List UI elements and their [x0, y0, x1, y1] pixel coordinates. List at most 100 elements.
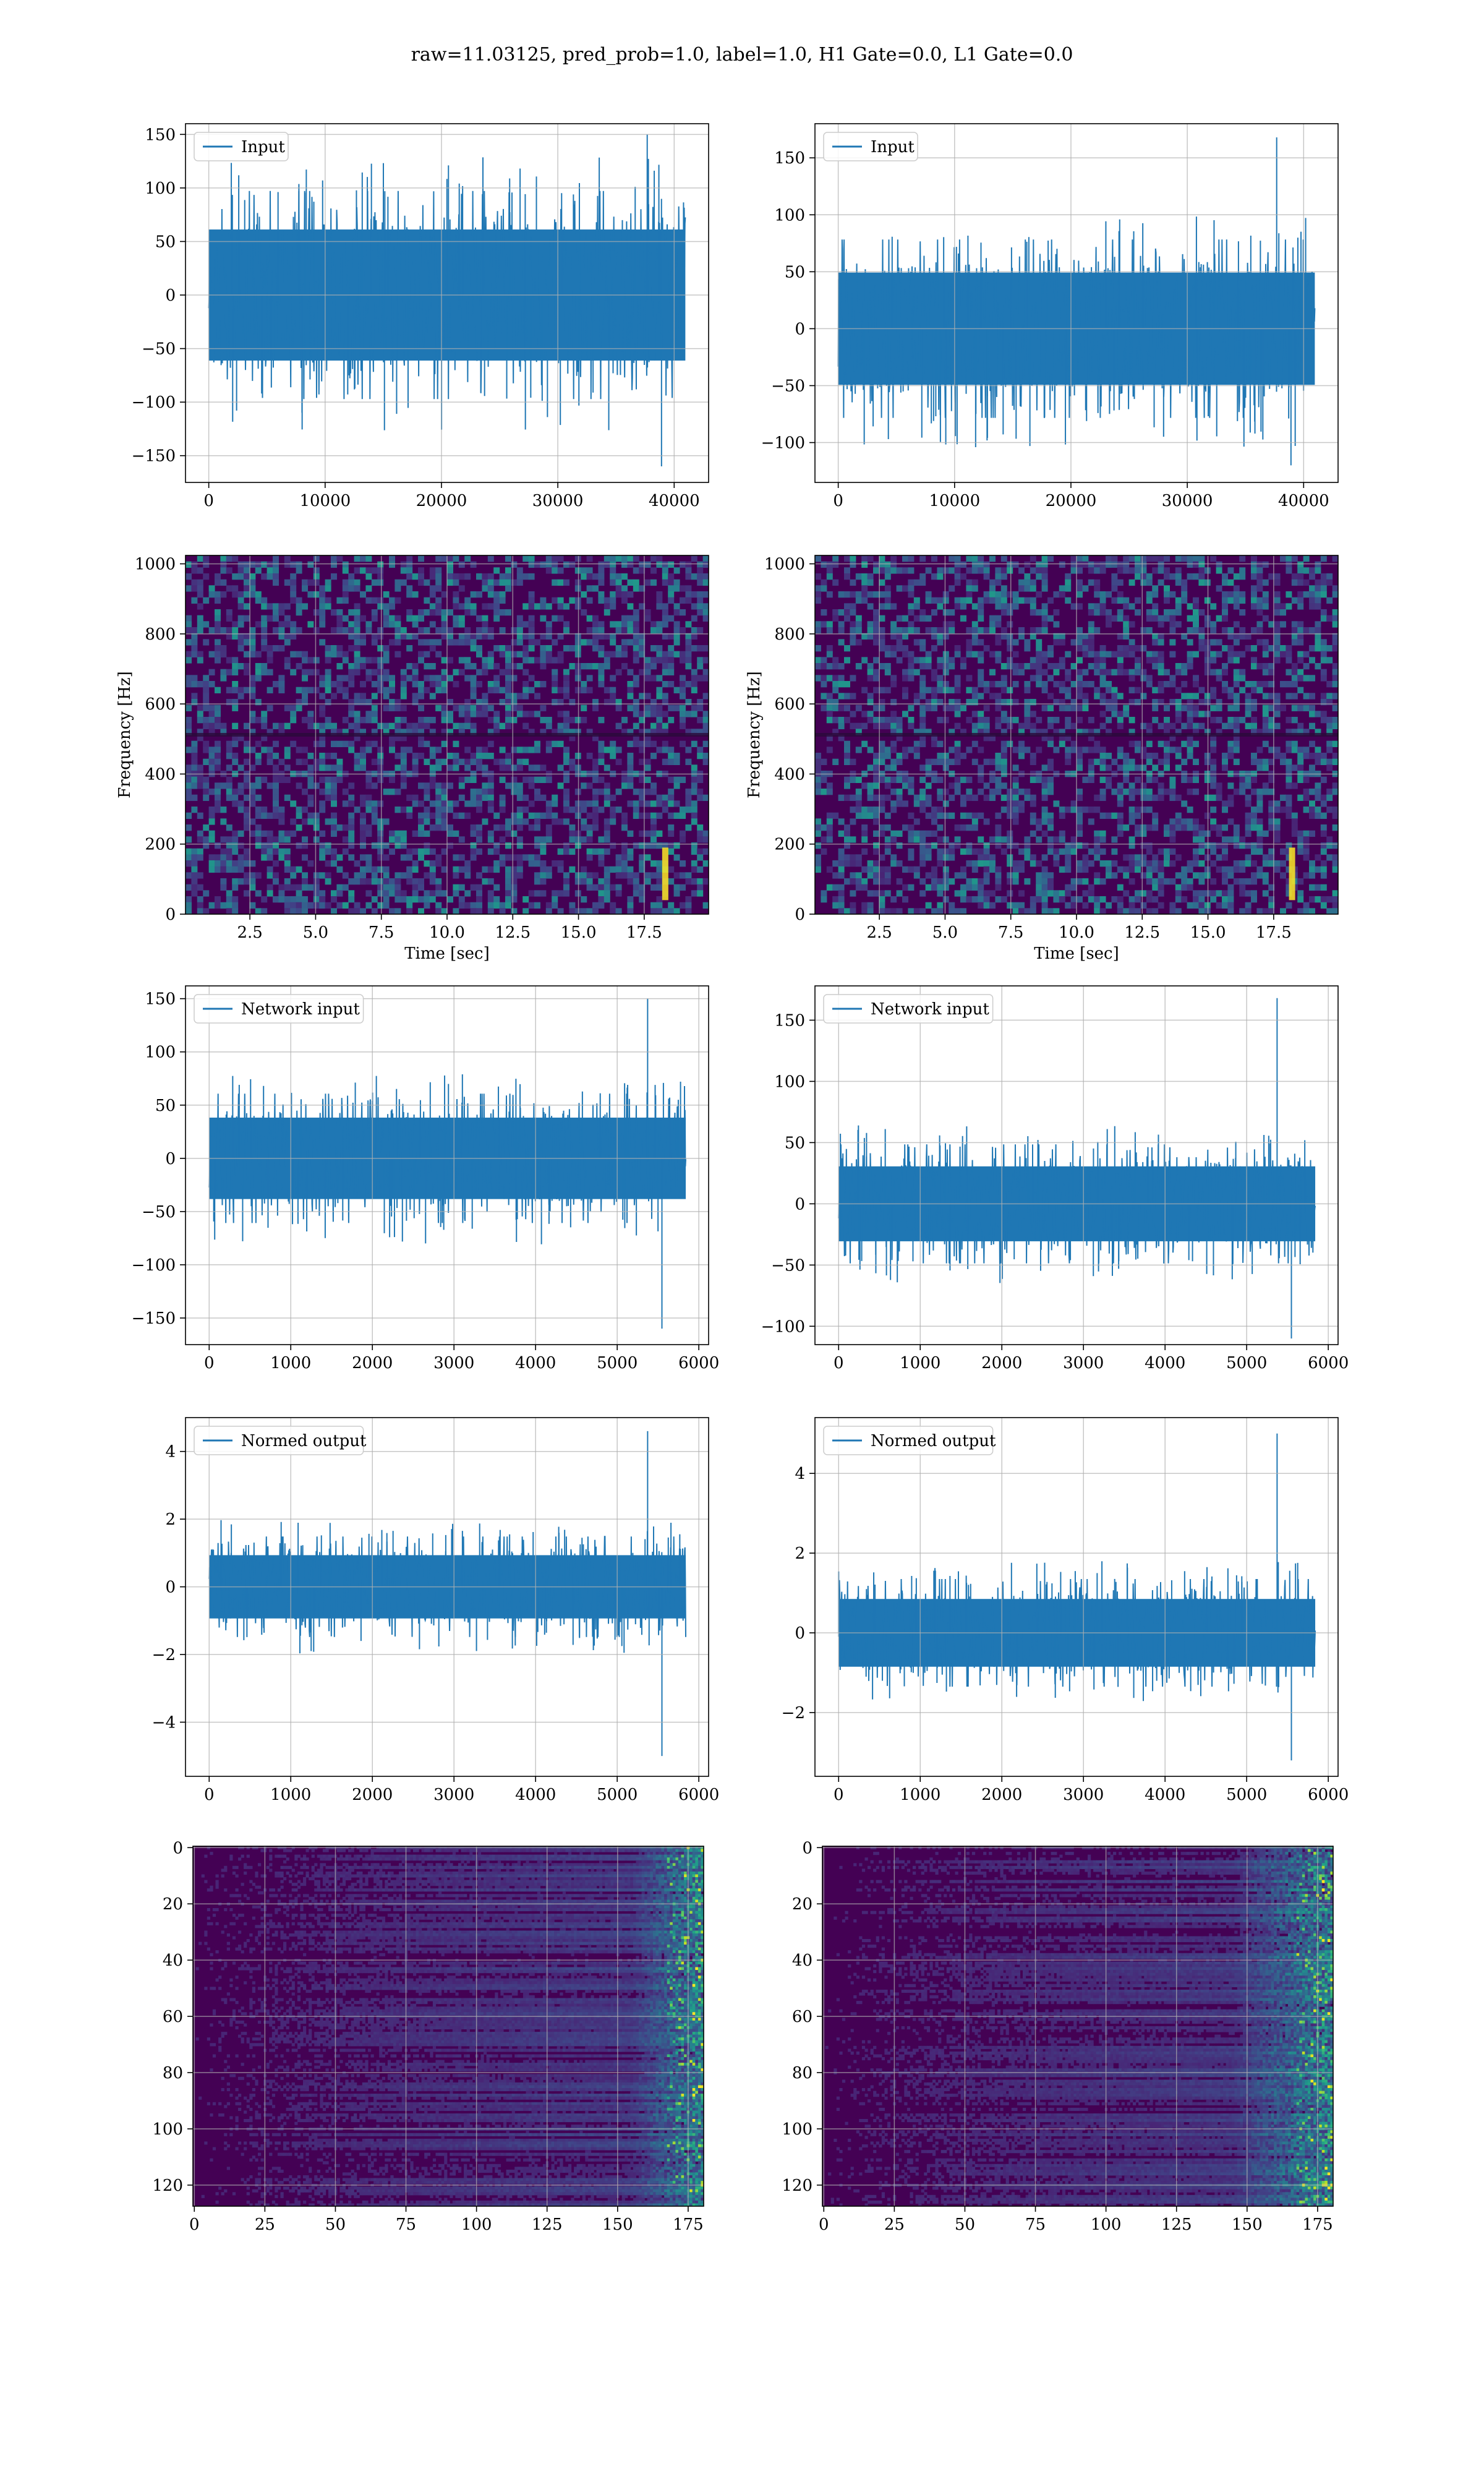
- heatmap-cell: [1164, 848, 1170, 855]
- heatmap-cell: [1193, 704, 1199, 711]
- heatmap-cell: [412, 633, 419, 640]
- heatmap-cell: [581, 591, 587, 598]
- heatmap-cell: [325, 669, 331, 675]
- heatmap-cell: [487, 633, 494, 640]
- heatmap-cell: [1036, 567, 1043, 574]
- heatmap-cell: [389, 681, 395, 688]
- heatmap-cell: [995, 657, 1002, 664]
- heatmap-cell: [1320, 830, 1327, 837]
- heatmap-cell: [838, 591, 845, 598]
- heatmap-cell: [505, 884, 511, 891]
- heatmap-cell: [913, 740, 920, 747]
- heatmap-cell: [1128, 860, 1135, 867]
- heatmap-cell: [197, 902, 203, 909]
- heatmap-cell: [925, 627, 932, 634]
- heatmap-cell: [424, 651, 430, 657]
- heatmap-cell: [662, 807, 668, 813]
- heatmap-cell: [261, 639, 268, 646]
- heatmap-cell: [879, 591, 885, 598]
- heatmap-cell: [1286, 591, 1292, 598]
- heatmap-cell: [1135, 687, 1141, 693]
- heatmap-cell: [470, 722, 477, 729]
- heatmap-cell: [284, 753, 291, 760]
- heatmap-cell: [1262, 645, 1269, 652]
- heatmap-cell: [844, 782, 850, 789]
- heatmap-cell: [511, 896, 518, 903]
- heatmap-cell: [278, 603, 285, 610]
- heatmap-cell: [691, 866, 697, 873]
- heatmap-cell: [319, 842, 326, 849]
- heatmap-cell: [598, 878, 605, 885]
- heatmap-cell: [197, 657, 203, 664]
- heatmap-cell: [284, 579, 291, 586]
- heatmap-cell: [400, 836, 407, 843]
- heatmap-cell: [394, 621, 401, 628]
- heatmap-cell: [1065, 669, 1072, 675]
- heatmap-cell: [1041, 789, 1048, 795]
- heatmap-cell: [1210, 740, 1217, 747]
- heatmap-cell: [610, 693, 616, 700]
- heatmap-cell: [1326, 717, 1333, 724]
- heatmap-cell: [691, 740, 697, 747]
- heatmap-cell: [1018, 585, 1025, 592]
- heatmap-cell: [1233, 729, 1240, 735]
- heatmap-cell: [995, 753, 1002, 760]
- heatmap-cell: [592, 824, 599, 831]
- heatmap-cell: [215, 782, 221, 789]
- heatmap-cell: [1326, 854, 1333, 861]
- heatmap-cell: [1181, 681, 1188, 688]
- heatmap-cell: [1169, 860, 1176, 867]
- heatmap-cell: [1117, 747, 1124, 753]
- heatmap-cell: [447, 717, 453, 724]
- heatmap-cell: [197, 567, 203, 574]
- heatmap-cell: [354, 699, 360, 706]
- heatmap-cell: [673, 884, 680, 891]
- heatmap-cell: [949, 854, 955, 861]
- heatmap-cell: [505, 872, 511, 879]
- heatmap-cell: [511, 776, 518, 783]
- heatmap-cell: [296, 807, 302, 813]
- heatmap-cell: [954, 722, 961, 729]
- heatmap-cell: [493, 729, 500, 735]
- heatmap-cell: [557, 657, 564, 664]
- heatmap-cell: [1117, 615, 1124, 622]
- heatmap-cell: [826, 567, 833, 574]
- heatmap-cell: [354, 645, 360, 652]
- heatmap-cell: [1222, 597, 1228, 604]
- heatmap-cell: [319, 789, 326, 795]
- heatmap-cell: [302, 884, 308, 891]
- heatmap-cell: [896, 830, 903, 837]
- heatmap-cell: [453, 615, 459, 622]
- heatmap-cell: [1320, 717, 1327, 724]
- heatmap-cell: [1099, 567, 1106, 574]
- heatmap-cell: [1164, 555, 1170, 562]
- heatmap-cell: [487, 573, 494, 580]
- heatmap-cell: [563, 848, 569, 855]
- heatmap-cell: [586, 830, 593, 837]
- heatmap-cell: [1099, 794, 1106, 801]
- heatmap-cell: [1146, 842, 1153, 849]
- heatmap-cell: [1123, 764, 1130, 771]
- heatmap-cell: [574, 800, 581, 807]
- heatmap-cell: [429, 693, 436, 700]
- heatmap-cell: [1000, 794, 1007, 801]
- heatmap-cell: [650, 753, 657, 760]
- heatmap-cell: [377, 603, 384, 610]
- heatmap-cell: [290, 902, 297, 909]
- heatmap-cell: [1169, 782, 1176, 789]
- heatmap-cell: [191, 567, 198, 574]
- heatmap-cell: [861, 782, 868, 789]
- heatmap-cell: [1128, 764, 1135, 771]
- y-tick-label: 100: [145, 179, 176, 198]
- heatmap-cell: [296, 782, 302, 789]
- heatmap-cell: [354, 639, 360, 646]
- heatmap-cell: [493, 758, 500, 765]
- heatmap-cell: [296, 627, 302, 634]
- heatmap-cell: [273, 878, 279, 885]
- heatmap-cell: [1332, 789, 1338, 795]
- heatmap-cell: [325, 902, 331, 909]
- heatmap-cell: [313, 567, 320, 574]
- heatmap-cell: [482, 711, 488, 717]
- heatmap-cell: [313, 591, 320, 598]
- heatmap-cell: [908, 776, 915, 783]
